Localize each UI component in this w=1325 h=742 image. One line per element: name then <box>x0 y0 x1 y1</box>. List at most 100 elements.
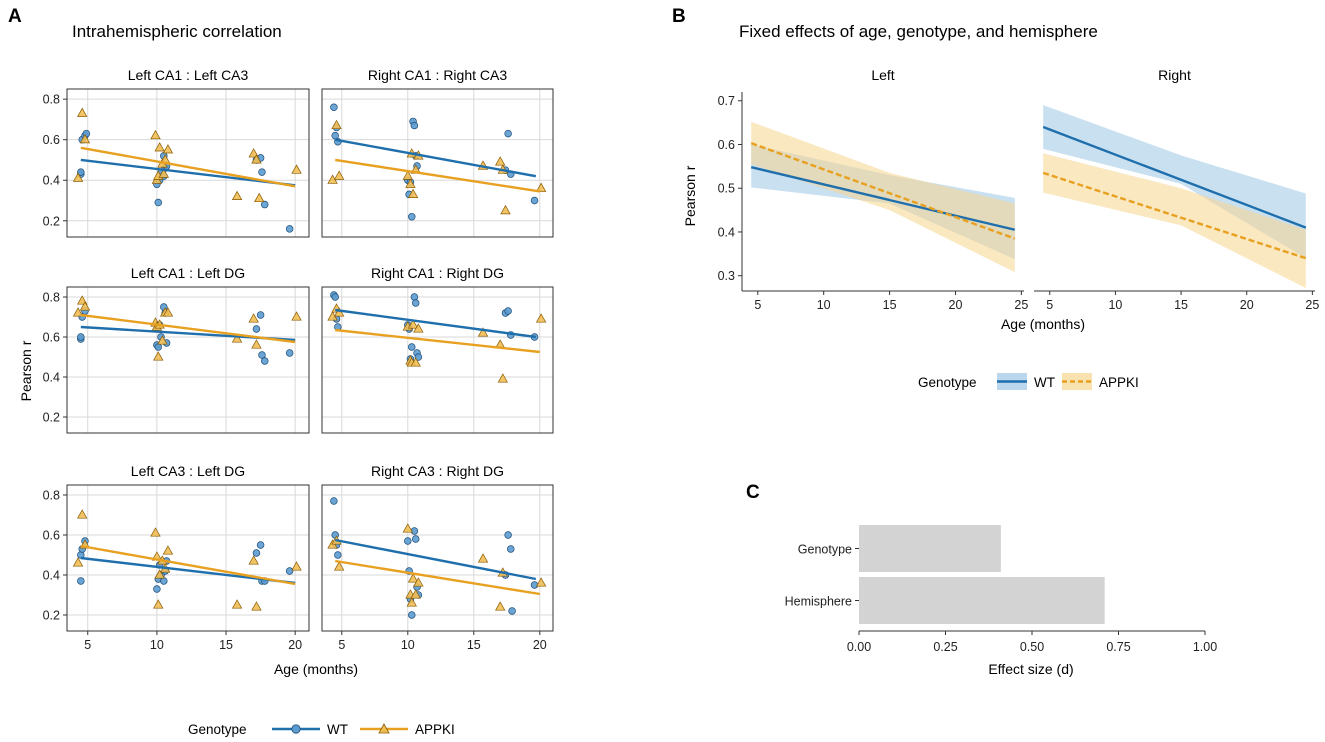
facet-border <box>321 286 554 434</box>
appki-point <box>162 144 174 154</box>
appki-point <box>500 204 511 215</box>
x-tick-label: 5 <box>754 298 761 312</box>
appki-confidence-band <box>1043 153 1306 288</box>
y-tick-label: 0.2 <box>43 609 60 623</box>
wt-point <box>331 131 339 140</box>
appki-point <box>331 119 342 130</box>
facet-strip-label: Left CA3 : Left DG <box>131 463 245 479</box>
appki-point <box>291 311 302 321</box>
x-tick-label: 15 <box>467 638 481 652</box>
appki-point <box>495 156 506 166</box>
y-tick-label: 0.2 <box>43 411 60 425</box>
wt-point <box>334 551 342 559</box>
wt-point <box>160 577 168 585</box>
appki-point <box>477 553 489 563</box>
x-tick-label: 5 <box>84 638 91 652</box>
appki-point <box>72 557 84 567</box>
panel-a-facet: Left CA3 : Left DG 0.2 0.4 0.6 0.8 5 10 15 20 <box>43 463 310 652</box>
wt-point <box>504 307 512 315</box>
wt-point <box>285 225 294 233</box>
x-tick-label: 5 <box>1046 298 1053 312</box>
appki-point <box>413 323 424 333</box>
y-tick-label: 0.4 <box>43 371 60 385</box>
x-tick-label: 10 <box>401 638 415 652</box>
y-tick-label: 0.5 <box>718 182 735 196</box>
wt-confidence-band <box>1043 105 1306 259</box>
appki-point <box>333 307 345 317</box>
wt-point <box>410 121 419 130</box>
facet-border <box>66 484 310 632</box>
appki-point <box>291 561 302 571</box>
wt-point <box>330 497 338 505</box>
appki-point <box>251 601 262 611</box>
appki-effect-line <box>1042 171 1307 260</box>
appki-point <box>405 178 416 188</box>
facet-strip-label: Right <box>1158 67 1191 83</box>
wt-point <box>256 311 265 319</box>
panel-a-xlabel: Age (months) <box>274 661 358 677</box>
appki-point <box>413 577 424 587</box>
wt-point <box>331 293 339 301</box>
appki-point <box>535 182 547 192</box>
y-tick-label: 0.4 <box>43 174 60 188</box>
category-label: Genotype <box>798 543 852 557</box>
facet-background <box>67 287 309 433</box>
panel-b-title: Fixed effects of age, genotype, and hemi… <box>739 22 1098 41</box>
x-tick-label: 15 <box>1174 298 1188 312</box>
y-tick-label: 0.4 <box>718 225 735 239</box>
panel-a-label: A <box>8 6 22 27</box>
wt-point <box>258 351 266 359</box>
appki-point <box>72 172 84 182</box>
wt-effect-line <box>1042 125 1307 229</box>
facet-background <box>322 485 553 631</box>
panel-a-facet: Left CA1 : Left DG 0.2 0.4 0.6 0.8 <box>43 265 310 434</box>
appki-point <box>410 357 421 367</box>
x-tick-label: 5 <box>338 638 345 652</box>
wt-point <box>260 200 269 209</box>
appki-point <box>153 351 164 361</box>
panel-a-ylabel: Pearson r <box>18 340 34 401</box>
panel-a-legend-wt: WT <box>327 722 348 737</box>
x-tick-label: 10 <box>817 298 831 312</box>
facet-background <box>67 485 309 631</box>
appki-point <box>248 313 259 323</box>
panel-b-xlabel: Age (months) <box>1001 316 1085 332</box>
x-tick-label: 20 <box>288 638 302 652</box>
wt-point <box>410 293 419 301</box>
wt-point <box>153 585 161 593</box>
appki-point <box>248 555 259 565</box>
panel-b-facet: Right 5 10 15 20 25 <box>1034 67 1319 312</box>
wt-point <box>508 607 516 615</box>
appki-point <box>248 148 259 158</box>
y-tick-label: 0.7 <box>718 94 735 108</box>
wt-point <box>77 168 85 176</box>
panel-c-xlabel: Effect size (d) <box>988 661 1073 677</box>
wt-point <box>408 343 416 351</box>
panel-a-facet: Right CA3 : Right DG 5 10 15 20 <box>321 463 554 652</box>
x-tick-label: 10 <box>1108 298 1122 312</box>
wt-point <box>411 535 420 543</box>
panel-c-label: C <box>746 482 760 503</box>
appki-confidence-band <box>751 121 1015 273</box>
y-tick-label: 0.8 <box>43 291 60 305</box>
wt-point <box>258 168 266 176</box>
wt-point <box>285 567 294 575</box>
y-tick-label: 0.8 <box>43 93 60 107</box>
wt-effect-line <box>750 166 1016 231</box>
appki-point <box>157 335 168 345</box>
wt-point <box>260 357 269 365</box>
x-tick-label: 25 <box>1014 298 1028 312</box>
appki-point <box>150 527 161 537</box>
appki-effect-line <box>750 142 1016 240</box>
panel-b-legend: Genotype WT APPKI <box>918 373 1139 390</box>
y-tick-label: 0.6 <box>43 331 60 345</box>
appki-point <box>231 333 243 343</box>
appki-point <box>251 154 262 164</box>
appki-point <box>231 599 243 609</box>
x-tick-label: 0.25 <box>933 640 957 654</box>
appki-point <box>162 545 174 555</box>
panel-b-legend-appki-band <box>1062 373 1092 390</box>
appki-point <box>407 188 419 198</box>
facet-border <box>321 484 554 632</box>
